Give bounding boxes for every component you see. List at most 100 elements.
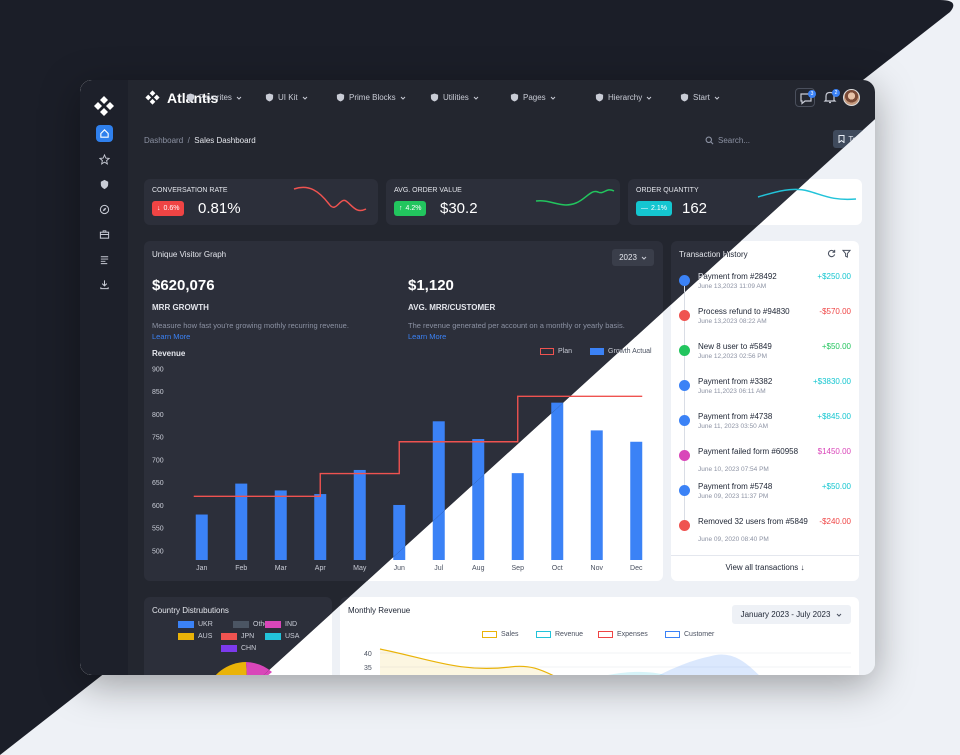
sidebar-home-icon[interactable] xyxy=(96,125,113,142)
nav-menu-start[interactable]: Start xyxy=(680,93,720,102)
chevron-down-icon xyxy=(646,96,652,100)
mrr-learn-more-link[interactable]: Learn More xyxy=(152,332,191,341)
timeline-line xyxy=(684,281,685,531)
breadcrumb: Dashboard / Sales Dashboard xyxy=(144,136,256,145)
kpi-change-badge: ↓0.6% xyxy=(152,201,185,216)
transaction-text: Payment from #28492 xyxy=(698,272,777,281)
kpi-change-badge: ↑4.2% xyxy=(394,201,427,216)
country-legend-item[interactable]: UKR xyxy=(178,621,213,628)
transaction-date: June 10, 2023 07:54 PM xyxy=(698,466,769,473)
refresh-icon[interactable] xyxy=(827,249,836,258)
shield-icon xyxy=(265,93,274,102)
y-tick-label: 750 xyxy=(152,435,164,442)
chevron-down-icon xyxy=(302,96,307,100)
chevron-down-icon xyxy=(641,256,647,260)
sidebar-download-icon[interactable] xyxy=(96,276,113,293)
country-legend-label: UKR xyxy=(198,621,213,628)
transaction-history-card: Transaction History Payment from #28492 … xyxy=(671,241,859,581)
bar-mar xyxy=(274,490,287,560)
year-value: 2023 xyxy=(619,253,637,262)
transaction-amount: +$50.00 xyxy=(821,482,851,491)
transaction-item[interactable]: Payment from #5748 June 09, 2023 11:37 P… xyxy=(679,482,851,512)
avatar[interactable] xyxy=(843,89,860,106)
transaction-status-icon xyxy=(679,415,690,426)
date-range-select[interactable]: January 2023 - July 2023 xyxy=(732,605,851,624)
y-tick-label: 900 xyxy=(152,367,164,374)
monthly-legend-sales[interactable]: Sales xyxy=(482,631,519,638)
y-tick-label: 700 xyxy=(152,457,164,464)
transaction-text: Process refund to #94830 xyxy=(698,307,790,316)
chat-icon[interactable]: 3 xyxy=(795,88,816,107)
monthly-legend-expenses[interactable]: Expenses xyxy=(598,631,648,638)
transaction-text: Payment from #5748 xyxy=(698,482,773,491)
country-legend-label: AUS xyxy=(198,633,213,640)
transaction-item[interactable]: New 8 user to #5849 June 12,2023 02:56 P… xyxy=(679,342,851,372)
bell-icon[interactable]: 2 xyxy=(820,88,840,107)
transaction-item[interactable]: Removed 32 users from #5849 June 09, 202… xyxy=(679,517,851,547)
year-select[interactable]: 2023 xyxy=(612,249,654,266)
transaction-item[interactable]: Payment from #4738 June 11, 2023 03:50 A… xyxy=(679,412,851,442)
breadcrumb-root[interactable]: Dashboard xyxy=(144,136,184,145)
sidebar-star-icon[interactable] xyxy=(96,151,113,168)
breadcrumb-separator: / xyxy=(187,136,190,145)
legend-plan: Plan xyxy=(540,348,572,355)
country-legend-item[interactable]: JPN xyxy=(221,633,254,640)
transaction-amount: +$3830.00 xyxy=(812,377,851,386)
monthly-legend-customer[interactable]: Customer xyxy=(665,631,714,638)
x-tick-label: Jun xyxy=(394,565,405,572)
view-all-transactions-button[interactable]: View all transactions ↓ xyxy=(671,563,859,572)
bar-dec xyxy=(630,441,643,560)
y-tick-label: 800 xyxy=(152,412,164,419)
x-tick-label: Nov xyxy=(591,565,604,572)
kpi-sparkline xyxy=(535,189,615,206)
transaction-text: Payment from #3382 xyxy=(698,377,773,386)
country-pie-chart xyxy=(206,662,272,675)
kpi-value: $30.2 xyxy=(440,200,478,217)
shield-icon xyxy=(186,93,195,102)
country-legend-item[interactable]: Other xyxy=(233,621,271,628)
view-all-label: View all transactions xyxy=(725,563,799,572)
sidebar-list-icon[interactable] xyxy=(96,251,113,268)
nav-menu-utilities[interactable]: Utilities xyxy=(430,93,479,102)
nav-menu-pages[interactable]: Pages xyxy=(510,93,556,102)
search-input[interactable]: Search... xyxy=(705,136,750,145)
legend-plan-label: Plan xyxy=(558,348,573,355)
transaction-item[interactable]: Payment failed form #60958 June 10, 2023… xyxy=(679,447,851,477)
monthly-legend-label: Sales xyxy=(501,631,519,638)
monthly-legend-revenue[interactable]: Revenue xyxy=(536,631,583,638)
nav-menu-favorites[interactable]: Favorites xyxy=(186,93,242,102)
nav-menu-label: Hierarchy xyxy=(608,93,643,102)
monthly-revenue-chart: 40 35 xyxy=(364,648,851,675)
bar-apr xyxy=(314,494,327,560)
arrow-up-icon: ↑ xyxy=(399,205,403,212)
transaction-item[interactable]: Process refund to #94830 June 13,2023 08… xyxy=(679,307,851,337)
avg-learn-more-link[interactable]: Learn More xyxy=(408,332,447,341)
mrr-description: Measure how fast you're growing mothly r… xyxy=(152,321,349,330)
sidebar xyxy=(80,80,128,675)
kpi-change-value: 4.2% xyxy=(405,205,422,212)
y-tick-label: 850 xyxy=(152,389,164,396)
nav-menu-label: Pages xyxy=(523,93,546,102)
nav-menu-prime-blocks[interactable]: Prime Blocks xyxy=(336,93,406,102)
kpi-label: ORDER QUANTITY xyxy=(636,187,699,194)
country-legend-item[interactable]: USA xyxy=(265,633,299,640)
search-placeholder: Search... xyxy=(718,136,751,145)
sidebar-shield-icon[interactable] xyxy=(96,176,113,193)
filter-icon[interactable] xyxy=(842,249,851,258)
country-legend-item[interactable]: AUS xyxy=(178,633,212,640)
transaction-item[interactable]: Payment from #3382 June 11,2023 06:11 AM… xyxy=(679,377,851,407)
transaction-item[interactable]: Payment from #28492 June 13,2023 11:09 A… xyxy=(679,272,851,302)
transaction-date: June 13,2023 08:22 AM xyxy=(698,318,767,325)
nav-menu-ui-kit[interactable]: UI Kit xyxy=(265,93,308,102)
sidebar-compass-icon[interactable] xyxy=(96,201,113,218)
sales-line xyxy=(379,648,554,675)
bookmark-icon xyxy=(838,135,845,143)
mrr-value: $620,076 xyxy=(152,277,215,294)
shield-icon xyxy=(680,93,689,102)
kpi-card-2: AVG. ORDER VALUE ↑4.2% $30.2 xyxy=(386,179,620,225)
search-icon xyxy=(705,136,714,145)
country-legend-item[interactable]: CHN xyxy=(221,645,256,652)
sidebar-briefcase-icon[interactable] xyxy=(96,226,113,243)
country-legend-item[interactable]: IND xyxy=(265,621,297,628)
nav-menu-hierarchy[interactable]: Hierarchy xyxy=(595,93,652,102)
